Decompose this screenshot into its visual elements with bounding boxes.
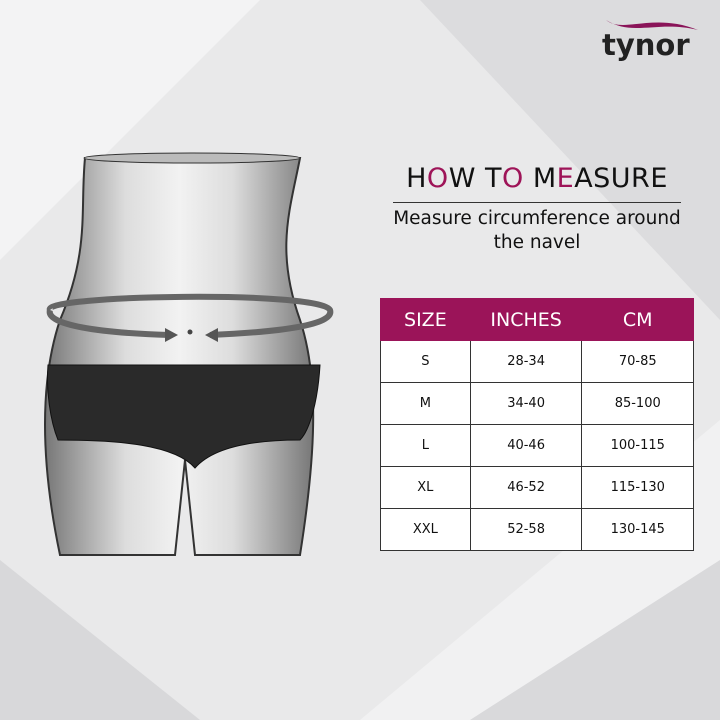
title-part: E (556, 163, 575, 194)
header-size: SIZE (380, 298, 471, 341)
table-row: L 40-46 100-115 (380, 424, 694, 467)
tynor-logo-swoosh (606, 20, 698, 30)
cell-size: XL (380, 466, 471, 509)
title-part: O (501, 163, 524, 194)
cell-cm: 115-130 (581, 466, 694, 509)
cell-size: M (380, 382, 471, 425)
cell-cm: 85-100 (581, 382, 694, 425)
table-row: S 28-34 70-85 (380, 340, 694, 383)
cell-inches: 46-52 (469, 466, 583, 509)
cell-size: L (380, 424, 471, 467)
title-part: O (426, 163, 449, 194)
title-part: M (523, 163, 557, 194)
cell-inches: 34-40 (469, 382, 583, 425)
cell-size: S (380, 340, 471, 383)
size-chart-table: SIZE INCHES CM S 28-34 70-85 M 34-40 85-100 … (380, 298, 694, 551)
subtitle: Measure circumference around the navel (393, 208, 681, 253)
torso-illustration (44, 152, 334, 556)
title-part: ASURE (574, 163, 668, 194)
cell-cm: 100-115 (581, 424, 694, 467)
title-part: W T (448, 163, 502, 194)
cell-inches: 28-34 (469, 340, 583, 383)
cell-inches: 52-58 (469, 508, 583, 551)
table-row: XL 46-52 115-130 (380, 466, 694, 509)
page-title: HOW TO MEASURE (380, 163, 694, 194)
cell-size: XXL (380, 508, 471, 551)
cell-inches: 40-46 (469, 424, 583, 467)
header-inches: INCHES (469, 298, 583, 341)
brand-logo: tynor (602, 28, 690, 62)
table-row: XXL 52-58 130-145 (380, 508, 694, 551)
table-row: M 34-40 85-100 (380, 382, 694, 425)
cell-cm: 130-145 (581, 508, 694, 551)
cell-cm: 70-85 (581, 340, 694, 383)
table-header-row: SIZE INCHES CM (380, 298, 694, 341)
divider (393, 202, 681, 203)
header-cm: CM (581, 298, 694, 341)
title-part: H (406, 163, 427, 194)
